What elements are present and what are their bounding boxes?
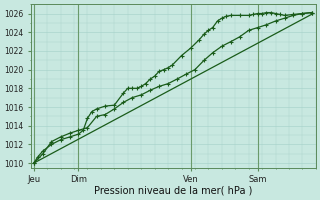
- X-axis label: Pression niveau de la mer( hPa ): Pression niveau de la mer( hPa ): [94, 186, 252, 196]
